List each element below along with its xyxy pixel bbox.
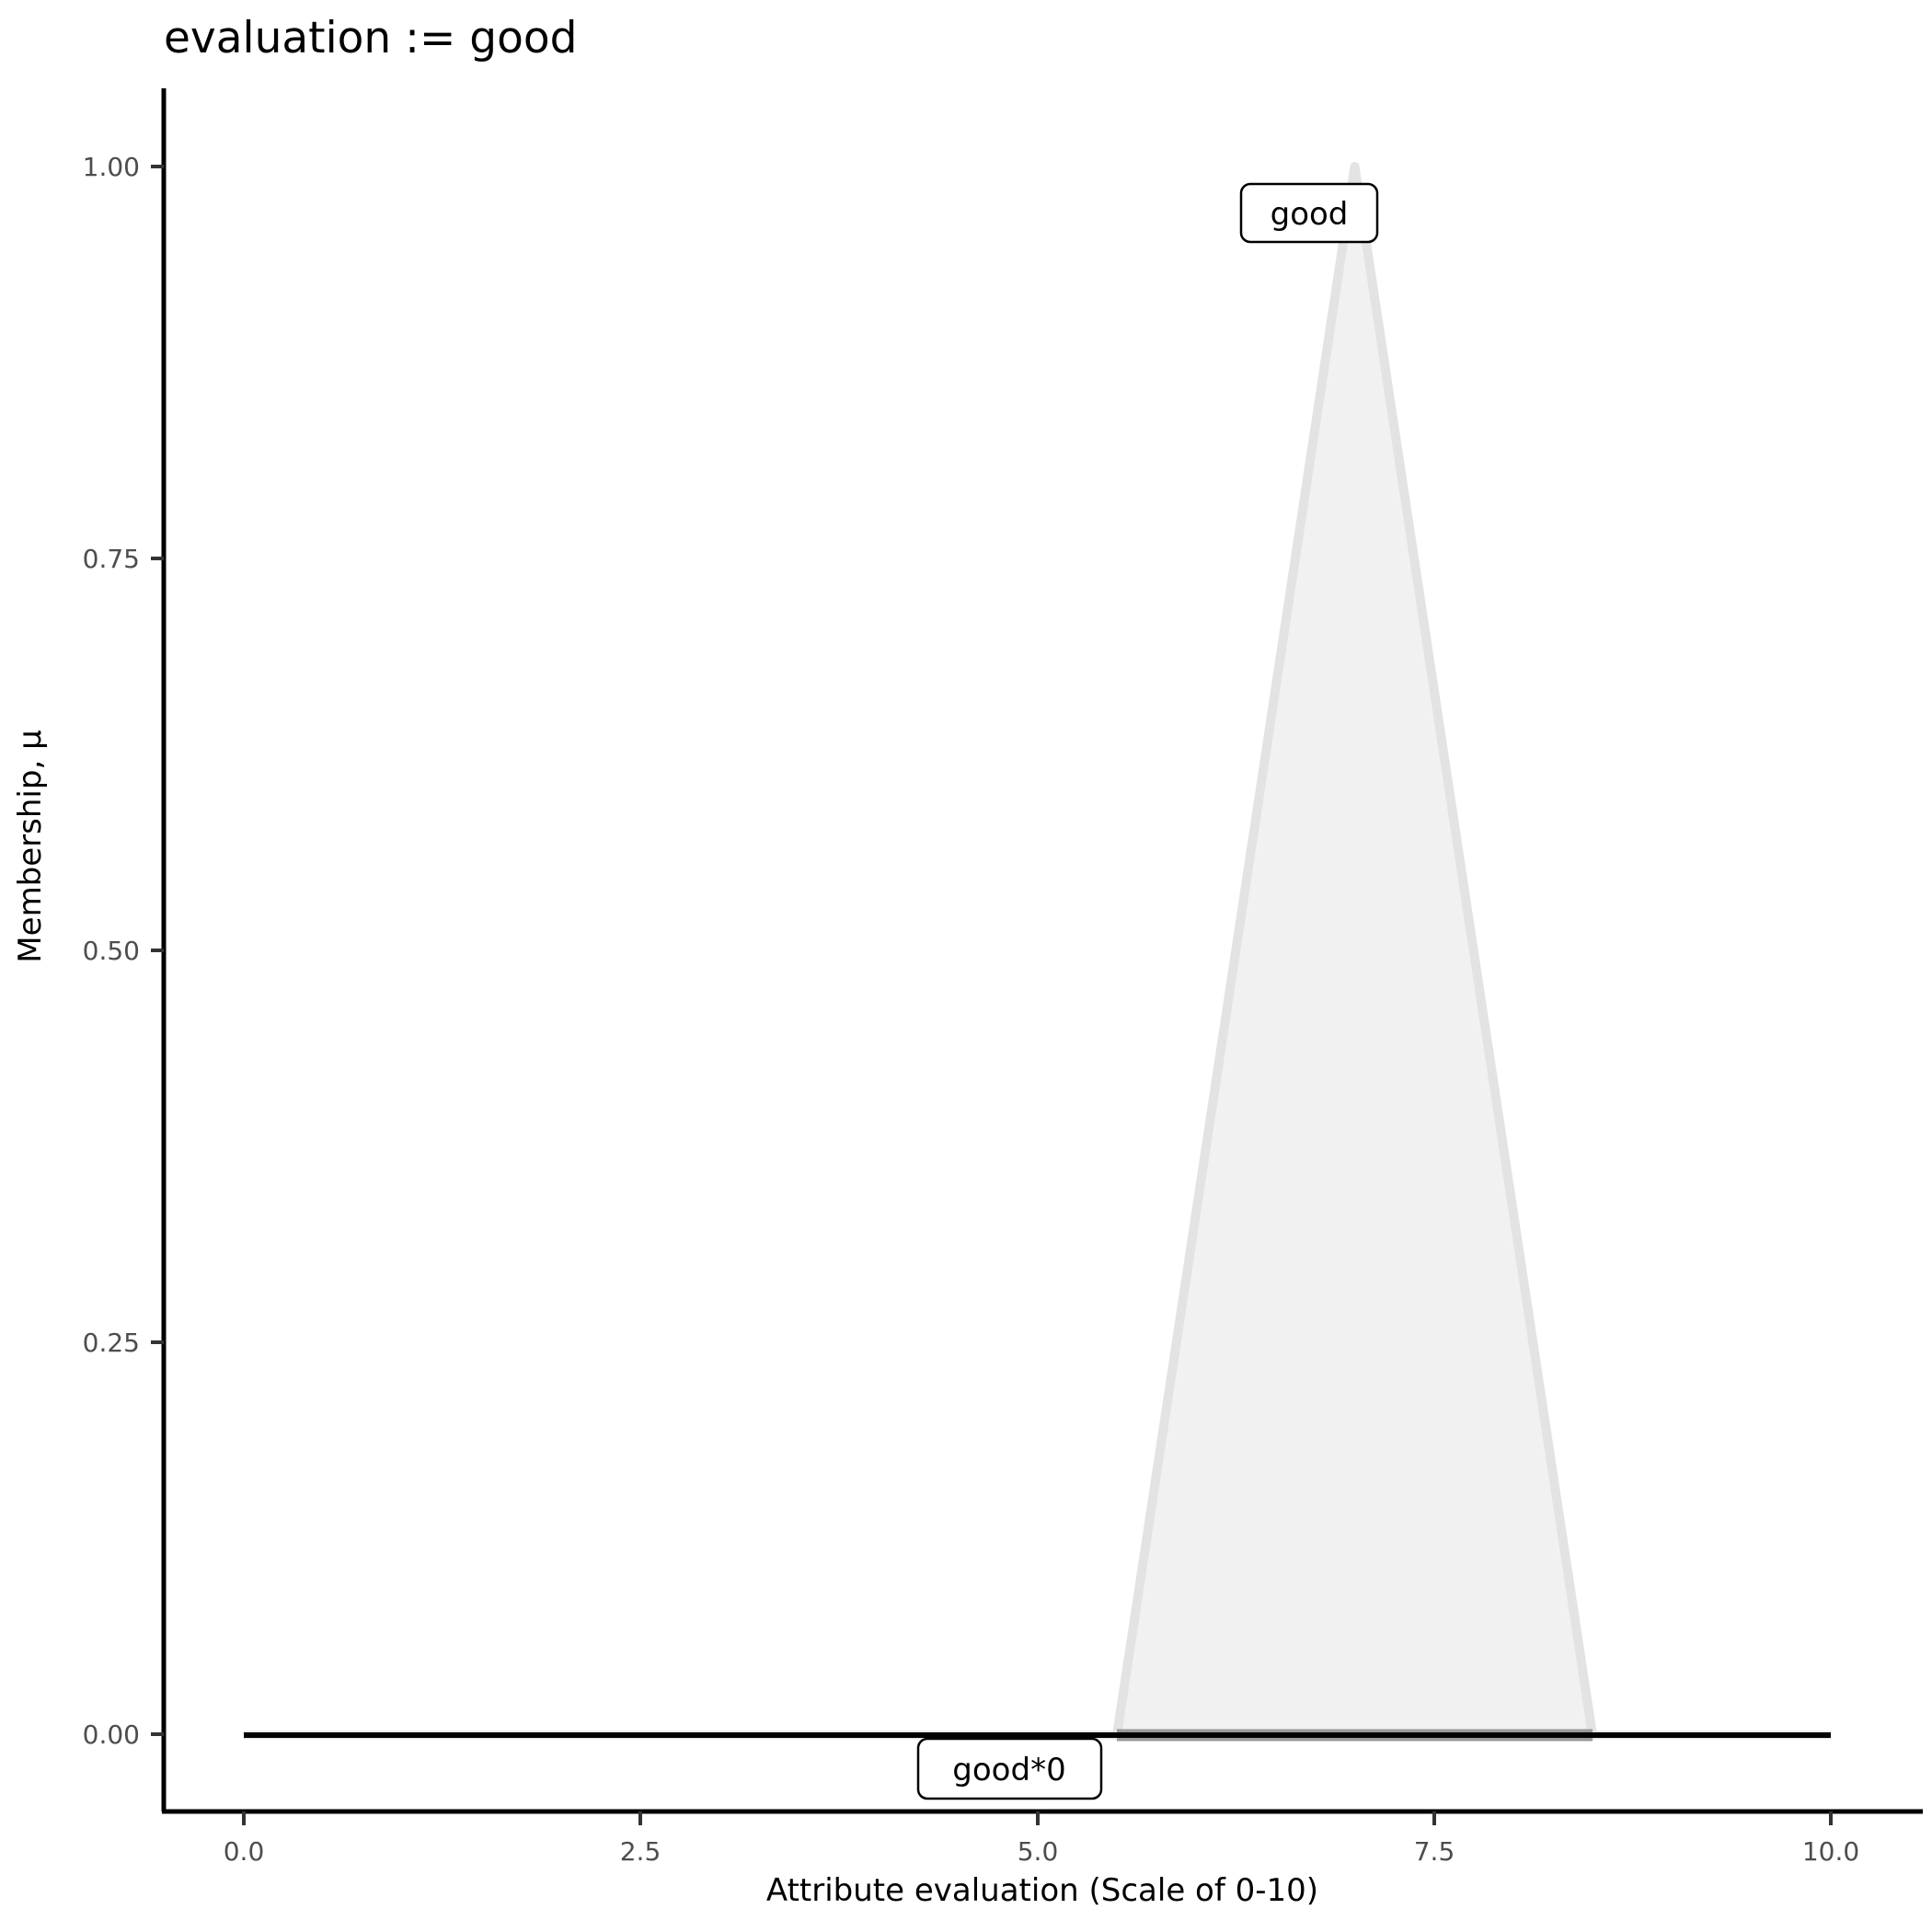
- x-tick-label-0.0: 0.0: [224, 1836, 265, 1867]
- annotation-good: good: [1239, 182, 1379, 244]
- y-tick-label-0.75: 0.75: [83, 544, 140, 574]
- plot-title: evaluation := good: [164, 13, 577, 63]
- x-tick-label-2.5: 2.5: [620, 1836, 661, 1867]
- y-tick-label-0.00: 0.00: [83, 1719, 140, 1750]
- annotation-good-star-0: good*0: [916, 1737, 1103, 1800]
- y-axis-title: Membership, μ: [12, 730, 49, 962]
- annotation-good-star-0-box: [916, 1737, 1103, 1800]
- y-tick-label-0.25: 0.25: [83, 1328, 140, 1358]
- annotation-good-label: good: [1271, 196, 1349, 233]
- mf-good-triangle: [1112, 162, 1597, 1740]
- x-axis-title: Attribute evaluation (Scale of 0-10): [766, 1872, 1318, 1909]
- annotation-good-star-0-label: good*0: [952, 1752, 1065, 1788]
- x-tick-label-7.5: 7.5: [1414, 1836, 1455, 1867]
- y-tick-label-1.00: 1.00: [83, 152, 140, 182]
- x-tick-label-10.0: 10.0: [1802, 1836, 1859, 1867]
- y-tick-label-0.50: 0.50: [83, 936, 140, 966]
- x-tick-label-5.0: 5.0: [1018, 1836, 1059, 1867]
- annotation-good-box: [1239, 182, 1379, 244]
